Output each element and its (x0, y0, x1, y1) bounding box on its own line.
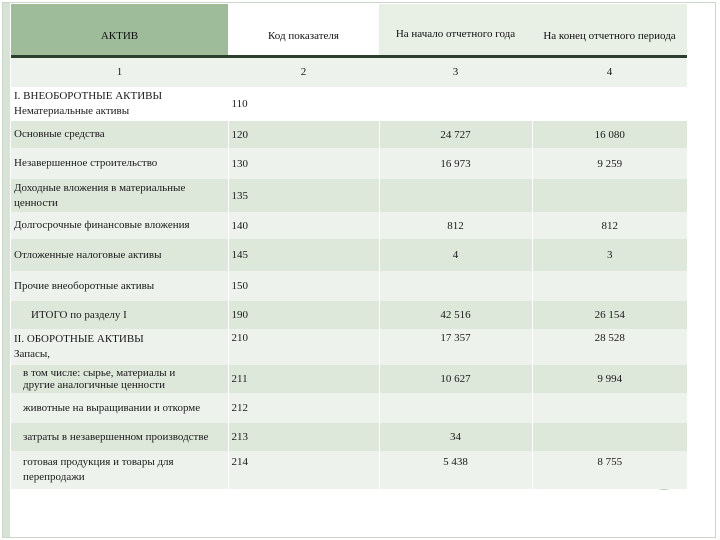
table-row: Прочие внеоборотные активы 150 (11, 271, 687, 301)
row-label: в том числе: сырье, материалы и другие а… (11, 365, 228, 393)
row-label-line1: готовая продукция и товары для (23, 456, 174, 468)
table-row: Доходные вложения в материальные ценност… (11, 179, 687, 212)
row-start-value: 17 357 (378, 329, 532, 365)
table-row: Основные средства 120 24 727 16 080 (11, 121, 687, 148)
column-number-2: 2 (228, 56, 379, 87)
row-end-value (531, 393, 687, 423)
row-code: 135 (227, 179, 379, 212)
row-start-value (378, 179, 532, 212)
row-start-value: 16 973 (378, 148, 532, 179)
header-start-of-year: На начало отчетного года (379, 4, 532, 58)
row-end-value: 16 080 (531, 121, 687, 148)
column-number-1: 1 (11, 56, 228, 87)
row-code: 214 (227, 451, 379, 489)
row-end-value: 9 994 (531, 365, 687, 393)
header-end-of-period: На конец отчетного периода (532, 4, 687, 58)
row-label: Прочие внеоборотные активы (11, 271, 228, 301)
row-label: ИТОГО по разделу I (11, 301, 228, 329)
balance-sheet-table: АКТИВ Код показателя На начало отчетного… (11, 4, 687, 489)
table-row: готовая продукция и товары для перепрода… (11, 451, 687, 489)
row-code: 212 (227, 393, 379, 423)
row-start-value: 24 727 (378, 121, 532, 148)
row-start-value: 4 (378, 239, 532, 271)
row-label-line1: в том числе: сырье, материалы и (23, 367, 176, 379)
row-end-value (531, 87, 687, 121)
header-row: АКТИВ Код показателя На начало отчетного… (11, 4, 687, 58)
table-row: ИТОГО по разделу I 190 42 516 26 154 (11, 301, 687, 329)
column-number-3: 3 (379, 56, 532, 87)
row-code: 145 (227, 239, 379, 271)
row-start-value (378, 393, 532, 423)
header-code: Код показателя (228, 4, 379, 58)
row-code: 110 (227, 87, 379, 121)
header-activ: АКТИВ (11, 4, 228, 58)
row-start-value (378, 271, 532, 301)
row-code: 140 (227, 212, 379, 239)
row-start-value: 812 (378, 212, 532, 239)
row-end-value (531, 179, 687, 212)
row-label: Отложенные налоговые активы (11, 239, 228, 271)
row-start-value: 42 516 (378, 301, 532, 329)
row-start-value: 34 (378, 423, 532, 451)
row-end-value: 9 259 (531, 148, 687, 179)
row-label-line2: Нематериальные активы (14, 105, 130, 117)
table-row: животные на выращивании и откорме 212 (11, 393, 687, 423)
row-label-line2: перепродажи (23, 471, 85, 483)
row-start-value (378, 87, 532, 121)
table-row: затраты в незавершенном производстве 213… (11, 423, 687, 451)
row-label-line1: Доходные вложения в материальные (14, 181, 186, 194)
row-code: 190 (227, 301, 379, 329)
table-row: Долгосрочные финансовые вложения 140 812… (11, 212, 687, 239)
row-label: готовая продукция и товары для перепрода… (11, 451, 228, 489)
row-end-value: 8 755 (531, 451, 687, 489)
table-row: I. ВНЕОБОРОТНЫЕ АКТИВЫ Нематериальные ак… (11, 87, 687, 121)
row-end-value: 812 (531, 212, 687, 239)
row-code: 150 (227, 271, 379, 301)
row-label: I. ВНЕОБОРОТНЫЕ АКТИВЫ Нематериальные ак… (11, 87, 228, 121)
row-end-value (531, 271, 687, 301)
row-label-line2: другие аналогичные ценности (23, 379, 165, 391)
row-start-value: 10 627 (378, 365, 532, 393)
row-start-value: 5 438 (378, 451, 532, 489)
row-label: Незавершенное строительство (11, 148, 228, 179)
row-code: 210 (227, 329, 379, 365)
column-number-4: 4 (532, 56, 687, 87)
row-label: Доходные вложения в материальные ценност… (11, 179, 228, 212)
row-code: 120 (227, 121, 379, 148)
row-end-value: 26 154 (531, 301, 687, 329)
row-end-value: 3 (531, 239, 687, 271)
row-label-line2: ценности (14, 196, 58, 209)
row-label: животные на выращивании и откорме (11, 393, 228, 423)
row-end-value (531, 423, 687, 451)
table-row: в том числе: сырье, материалы и другие а… (11, 365, 687, 393)
row-label-line1: I. ВНЕОБОРОТНЫЕ АКТИВЫ (14, 90, 163, 102)
row-code: 211 (227, 365, 379, 393)
left-decor-bar (2, 2, 10, 538)
table-row: II. ОБОРОТНЫЕ АКТИВЫ Запасы, 210 17 357 … (11, 329, 687, 365)
row-label-line1: II. ОБОРОТНЫЕ АКТИВЫ (14, 333, 144, 345)
row-label: II. ОБОРОТНЫЕ АКТИВЫ Запасы, (11, 329, 228, 365)
row-end-value: 28 528 (531, 329, 687, 365)
row-code: 130 (227, 148, 379, 179)
row-label-line2: Запасы, (14, 348, 51, 360)
table-row: Незавершенное строительство 130 16 973 9… (11, 148, 687, 179)
table-row: Отложенные налоговые активы 145 4 3 (11, 239, 687, 271)
row-label: Долгосрочные финансовые вложения (11, 212, 228, 239)
row-label: Основные средства (11, 121, 228, 148)
column-numbers-row: 1 2 3 4 (11, 56, 687, 87)
row-code: 213 (227, 423, 379, 451)
row-label: затраты в незавершенном производстве (11, 423, 228, 451)
